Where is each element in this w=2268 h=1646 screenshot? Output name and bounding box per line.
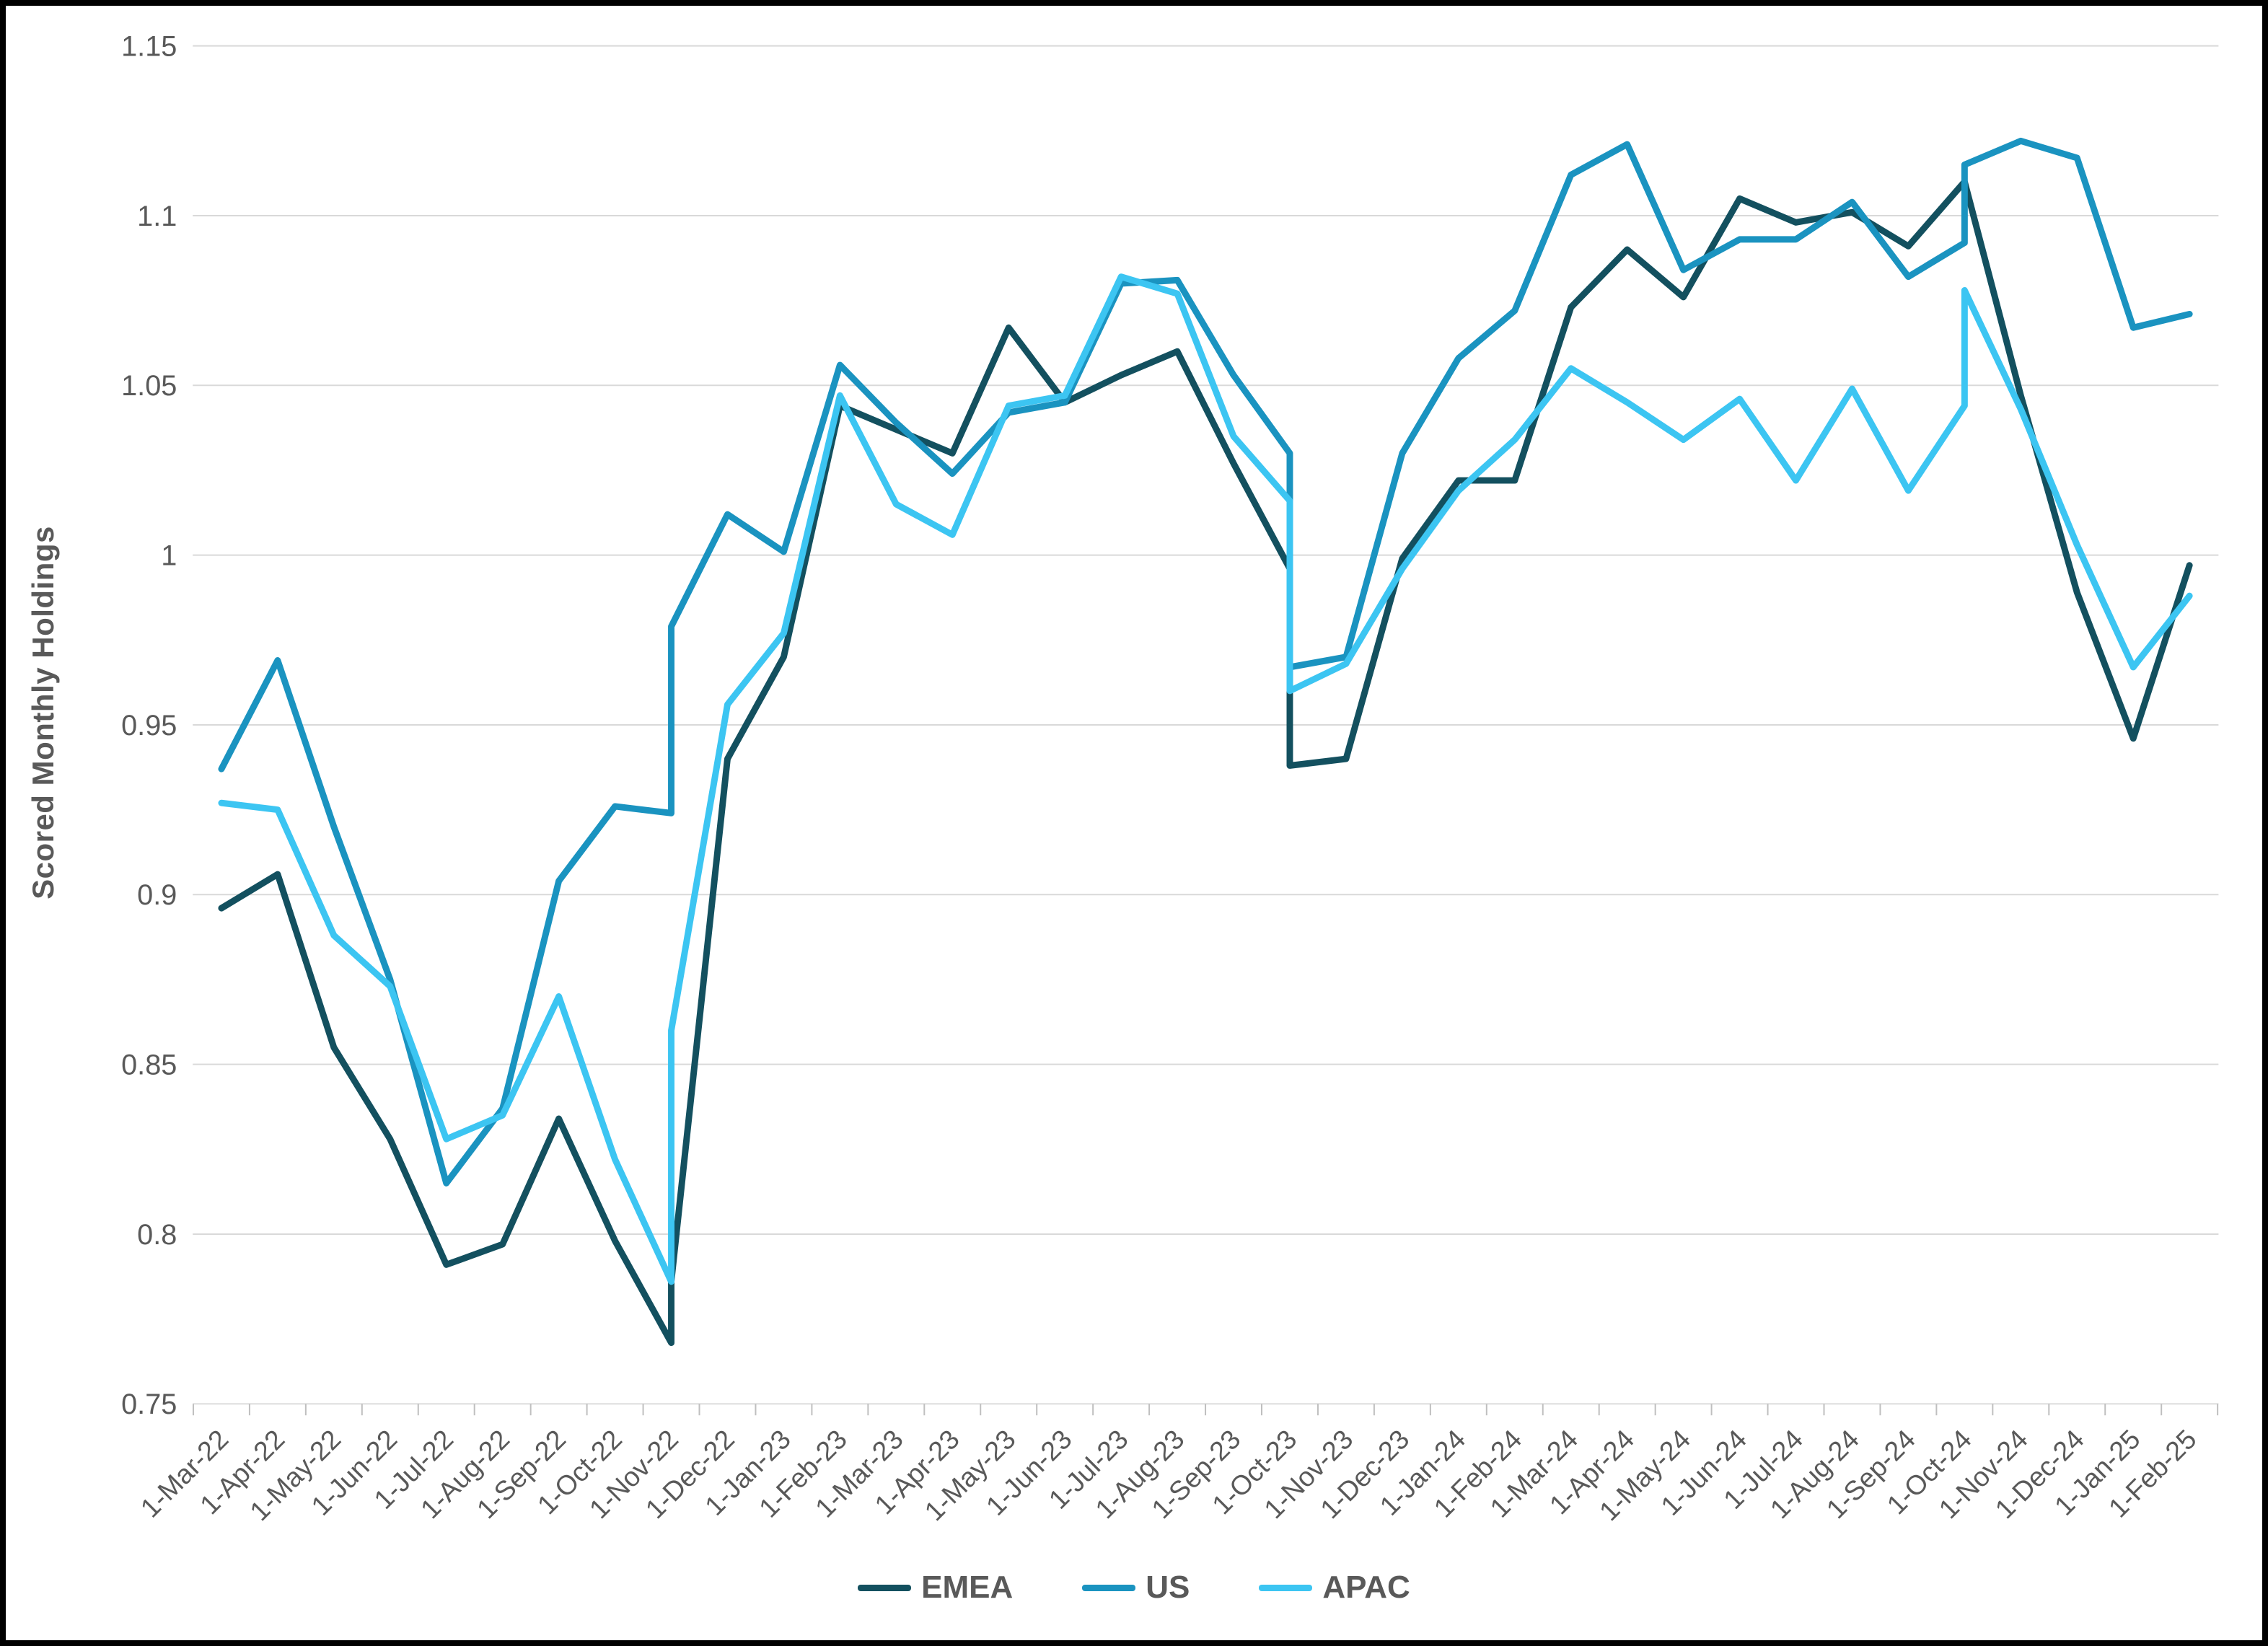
legend-item-emea: EMEA xyxy=(858,1570,1013,1606)
y-axis-tick-label: 0.8 xyxy=(137,1219,177,1251)
series-line-apac xyxy=(218,273,2193,1285)
legend: EMEA US APAC xyxy=(6,1570,2262,1606)
y-axis-tick-label: 0.75 xyxy=(121,1388,177,1420)
legend-label-emea: EMEA xyxy=(921,1570,1014,1605)
legend-swatch-us xyxy=(1082,1584,1136,1591)
y-axis-tick-label: 1.05 xyxy=(121,370,177,402)
legend-item-apac: APAC xyxy=(1259,1570,1410,1606)
y-axis-tick-label: 1.1 xyxy=(137,201,177,232)
legend-label-apac: APAC xyxy=(1322,1570,1410,1605)
series-line-us xyxy=(218,137,2193,1187)
y-axis-tick-label: 0.95 xyxy=(121,710,177,741)
line-chart: 0.750.80.850.90.9511.051.11.151-Mar-221-… xyxy=(121,31,2219,1526)
legend-swatch-emea xyxy=(858,1584,912,1591)
legend-label-us: US xyxy=(1146,1570,1190,1605)
legend-swatch-apac xyxy=(1259,1584,1313,1591)
y-axis-tick-label: 1 xyxy=(161,540,177,572)
y-axis-title: Scored Monthly Holdings xyxy=(26,526,60,899)
y-axis-tick-label: 0.85 xyxy=(121,1049,177,1081)
series-line-emea xyxy=(218,178,2193,1347)
y-axis-tick-label: 0.9 xyxy=(137,879,177,911)
legend-item-us: US xyxy=(1082,1570,1190,1606)
y-axis-tick-label: 1.15 xyxy=(121,31,177,63)
